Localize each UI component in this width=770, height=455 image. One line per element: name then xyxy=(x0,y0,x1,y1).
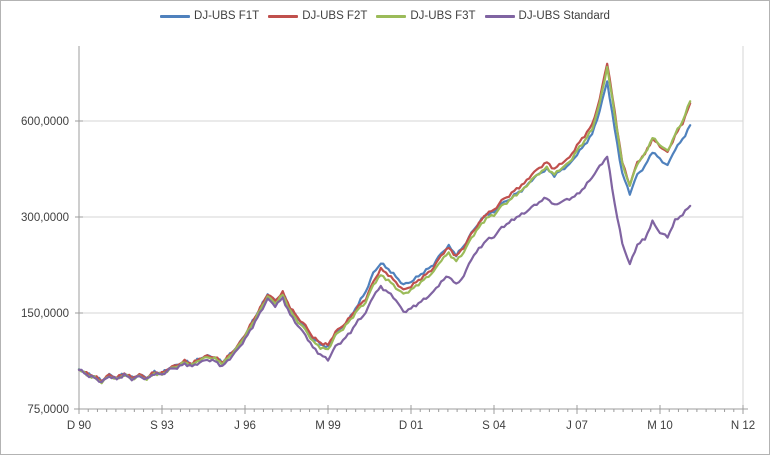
y-axis-tick-label: 75,0000 xyxy=(27,404,69,416)
x-axis-tick-label: M 99 xyxy=(315,420,341,432)
x-axis-tick-label: J 96 xyxy=(234,420,256,432)
legend-label: DJ-UBS F3T xyxy=(410,10,476,22)
x-axis-tick-label: N 12 xyxy=(731,420,755,432)
x-axis-tick-label: S 93 xyxy=(150,420,174,432)
x-axis-tick-label: D 01 xyxy=(399,420,423,432)
legend-line-swatch xyxy=(484,15,515,19)
legend-item-dj-ubs-f1t[interactable]: DJ-UBS F1T xyxy=(160,10,260,23)
series-line-dj-ubs-f3t[interactable] xyxy=(77,65,692,385)
legend-item-dj-ubs-f3t[interactable]: DJ-UBS F3T xyxy=(376,10,476,23)
legend-label: DJ-UBS Standard xyxy=(518,10,610,22)
legend-item-dj-ubs-f2t[interactable]: DJ-UBS F2T xyxy=(268,10,368,23)
x-axis-tick-label: S 04 xyxy=(482,420,506,432)
legend-line-swatch xyxy=(160,15,191,19)
legend-label: DJ-UBS F2T xyxy=(302,10,368,22)
legend-label: DJ-UBS F1T xyxy=(194,10,260,22)
legend-line-swatch xyxy=(268,15,299,19)
legend-item-dj-ubs-standard[interactable]: DJ-UBS Standard xyxy=(484,10,610,23)
x-axis-tick-label: D 90 xyxy=(67,420,91,432)
series-line-dj-ubs-standard[interactable] xyxy=(77,155,692,384)
legend-line-swatch xyxy=(376,15,407,19)
y-axis-tick-label: 600,0000 xyxy=(21,116,69,128)
x-axis-tick-label: M 10 xyxy=(647,420,673,432)
legend: DJ-UBS F1T DJ-UBS F2T DJ-UBS F3T DJ-UBS Sta… xyxy=(1,10,769,23)
y-axis-tick-label: 300,0000 xyxy=(21,212,69,224)
series-line-dj-ubs-f1t[interactable] xyxy=(77,80,692,383)
x-axis-tick-label: J 07 xyxy=(566,420,588,432)
y-axis-tick-label: 150,0000 xyxy=(21,308,69,320)
